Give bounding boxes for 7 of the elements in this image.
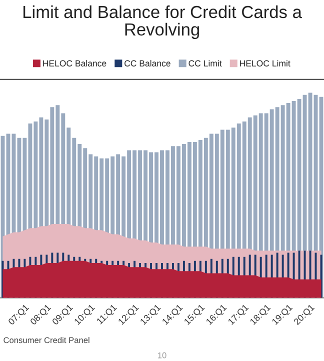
- text: 10: [158, 352, 166, 358]
- legend-label: CC Limit: [188, 60, 222, 66]
- legend-label: HELOC Limit: [240, 60, 290, 66]
- text: Consumer Credit Panel: [4, 336, 90, 344]
- chart-title: Limit and Balance for Credit Cards a Revolving: [24, 5, 302, 40]
- legend-label: HELOC Balance: [43, 60, 106, 66]
- legend-label: CC Balance: [124, 60, 170, 66]
